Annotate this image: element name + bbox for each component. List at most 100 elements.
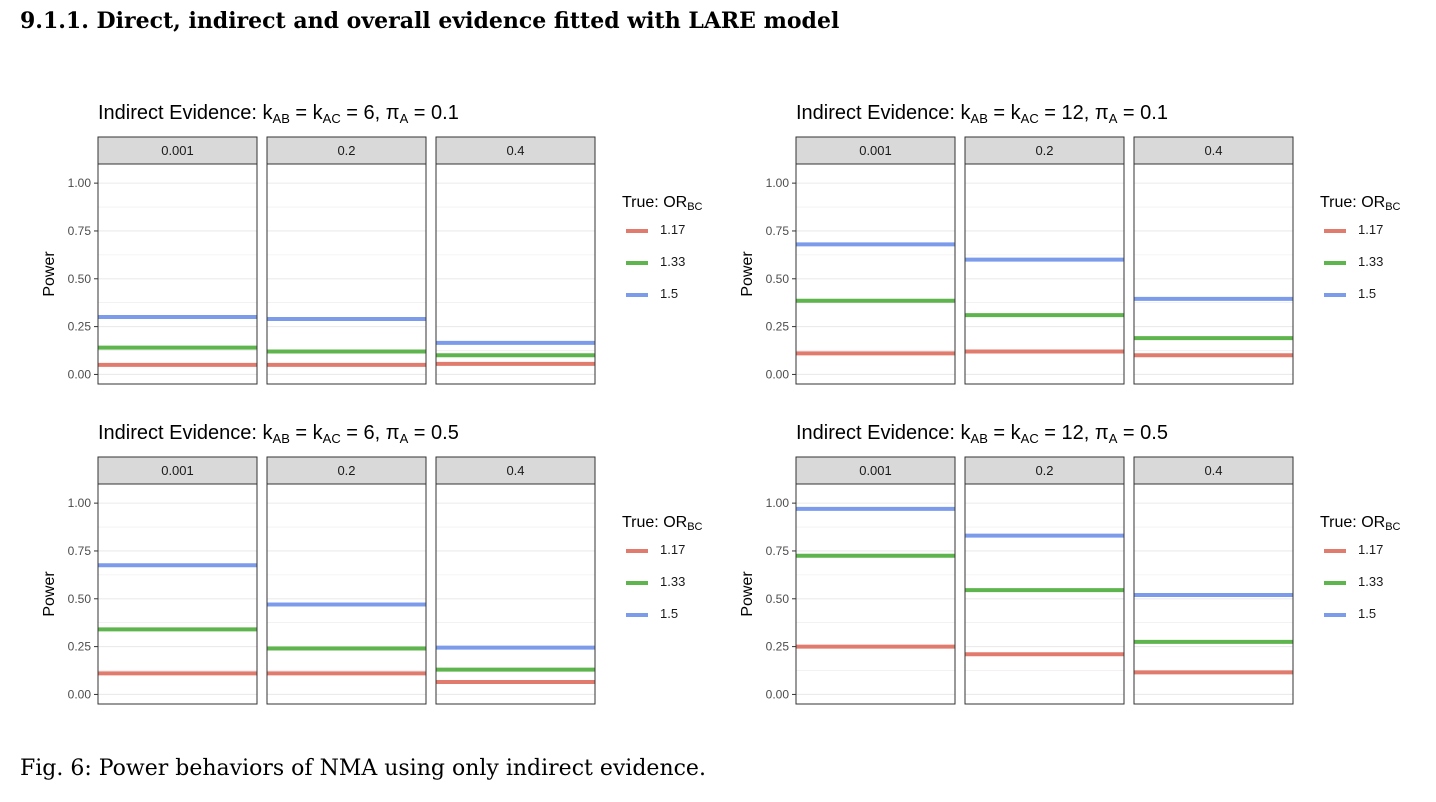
facet-border [795,483,956,705]
facet-panel [267,164,426,384]
y-axis-label: Power [41,571,58,617]
legend-key [626,581,648,585]
legend-item: 1.33 [622,569,702,597]
title-sub-a: A [399,431,409,446]
facet-border [1133,483,1294,705]
facet-label: 0.2 [337,143,355,158]
chart-title: Indirect Evidence: kAB = kAC = 12, πA = … [796,102,1168,126]
facet-panel [267,484,426,704]
y-tick-label: 1.00 [68,176,92,190]
title-suffix: = 0.1 [408,102,459,124]
title-mid-2: = 6, π [340,102,400,124]
legend-title: True: ORBC [1320,194,1400,213]
title-mid-1: = k [289,102,323,124]
facet-label: 0.4 [1204,463,1222,478]
y-tick-label: 0.25 [68,320,92,334]
facet-border [1133,163,1294,385]
legend-label: 1.5 [1358,606,1377,621]
legend-item: 1.33 [622,249,702,277]
title-prefix: Indirect Evidence: k [796,102,971,124]
facet-panel [965,484,1124,704]
title-sub-a: A [399,111,409,126]
facet-border [795,163,956,385]
legend-label: 1.5 [660,606,679,621]
facet-label: 0.001 [859,143,892,158]
legend-title-sub: BC [687,521,703,533]
title-sub-ac: AC [1020,431,1039,446]
facet-label: 0.001 [859,463,892,478]
y-tick-label: 0.75 [766,224,790,238]
facet-border [266,483,427,705]
legend-item: 1.5 [622,281,702,309]
facet-strip [266,136,427,165]
facet-border [266,163,427,385]
facet-border [97,483,258,705]
facet-strip [795,136,956,165]
facet-label: 0.4 [1204,143,1222,158]
legend-key [626,261,648,265]
title-sub-ac: AC [1020,111,1039,126]
legend-item: 1.33 [1320,569,1400,597]
y-tick-label: 0.00 [68,687,92,701]
title-suffix: = 0.5 [1117,422,1168,444]
title-mid-2: = 12, π [1038,422,1109,444]
legend-item: 1.33 [1320,249,1400,277]
chart-k12-pi01: Indirect Evidence: kAB = kAC = 12, πA = … [738,96,1428,414]
title-sub-ab: AB [970,431,988,446]
legend-label: 1.5 [1358,286,1377,301]
legend-key [626,613,648,617]
legend-item: 1.5 [1320,281,1400,309]
y-tick-label: 0.00 [68,367,92,381]
title-sub-a: A [1108,111,1118,126]
plot-area: Power 0.00 0.25 0.50 0.75 1.00 0.001 0.2 0.4 [41,136,596,385]
legend-title: True: ORBC [1320,514,1400,533]
plot-area: Power 0.00 0.25 0.50 0.75 1.00 0.001 0.2 0.4 [739,456,1294,705]
legend-key [626,549,648,553]
y-axis-label: Power [739,571,756,617]
y-tick-label: 0.75 [766,544,790,558]
legend: True: ORBC 1.17 1.33 1.5 [1320,194,1400,309]
facet-label: 0.2 [1035,463,1053,478]
legend-title: True: ORBC [622,514,702,533]
facet-border [435,483,596,705]
facet-strip [1133,456,1294,485]
y-axis-label: Power [739,251,756,297]
title-sub-ab: AB [272,431,290,446]
legend-key [1324,229,1346,233]
title-sub-a: A [1108,431,1118,446]
y-axis-label: Power [41,251,58,297]
legend-title: True: ORBC [622,194,702,213]
y-tick-label: 0.25 [766,320,790,334]
facet-panel [436,484,595,704]
figure-caption: Fig. 6: Power behaviors of NMA using onl… [20,756,706,781]
legend-key [626,229,648,233]
legend-title-text: True: OR [622,194,688,211]
y-tick-label: 0.25 [766,640,790,654]
legend-key [1324,261,1346,265]
facet-strip [795,456,956,485]
y-tick-label: 0.00 [766,687,790,701]
title-mid-2: = 6, π [340,422,400,444]
facet-label: 0.4 [506,143,524,158]
facet-border [97,163,258,385]
chart-title: Indirect Evidence: kAB = kAC = 6, πA = 0… [98,102,459,126]
legend-label: 1.17 [1358,222,1384,237]
legend-key [1324,581,1346,585]
title-suffix: = 0.5 [408,422,459,444]
legend-item: 1.5 [622,601,702,629]
legend-label: 1.33 [1358,574,1384,589]
title-mid-2: = 12, π [1038,102,1109,124]
facet-panel [796,164,955,384]
facet-label: 0.2 [1035,143,1053,158]
y-tick-label: 0.50 [68,592,92,606]
facet-strip [435,136,596,165]
facet-label: 0.001 [161,143,194,158]
y-tick-label: 0.75 [68,544,92,558]
y-tick-label: 0.25 [68,640,92,654]
legend-label: 1.33 [1358,254,1384,269]
facet-label: 0.001 [161,463,194,478]
y-tick-label: 0.00 [766,367,790,381]
title-suffix: = 0.1 [1117,102,1168,124]
plot-area: Power 0.00 0.25 0.50 0.75 1.00 0.001 0.2 0.4 [41,456,596,705]
plot-area: Power 0.00 0.25 0.50 0.75 1.00 0.001 0.2 0.4 [739,136,1294,385]
